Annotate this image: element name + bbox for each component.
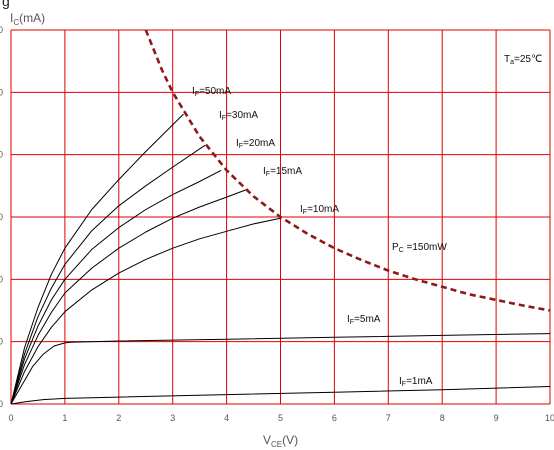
series-lines <box>10 113 551 405</box>
series-label: IF=10mA <box>300 204 339 216</box>
series-line <box>10 144 206 405</box>
y-tick-label: 10 <box>0 337 3 347</box>
series-line <box>10 386 551 405</box>
y-tick-labels: 0 10 20 30 40 50 60 <box>0 25 3 409</box>
ambient-temp-label: Ta=25℃ <box>504 54 542 66</box>
series-line <box>10 217 281 405</box>
x-tick-label: 5 <box>278 413 283 423</box>
chart-title-fragment: g <box>2 0 10 9</box>
limit-line <box>144 29 551 312</box>
x-tick-label: 2 <box>116 413 121 423</box>
x-tick-label: 3 <box>170 413 175 423</box>
x-tick-label: 1 <box>62 413 67 423</box>
x-tick-label: 4 <box>224 413 229 423</box>
power-limit-curve <box>144 29 551 312</box>
series-line <box>10 188 249 405</box>
series-label: IF=5mA <box>347 314 381 326</box>
power-limit-label: PC =150mW <box>392 242 447 254</box>
series-labels: IF=50mA IF=30mA IF=20mA IF=15mA IF=10mA IF=5m… <box>192 86 447 388</box>
series-label: IF=30mA <box>219 110 258 122</box>
x-tick-label: 10 <box>545 413 554 423</box>
x-tick-label: 9 <box>494 413 499 423</box>
y-tick-label: 30 <box>0 212 3 222</box>
series-label: IF=20mA <box>236 138 275 150</box>
series-line <box>10 113 184 405</box>
y-tick-label: 20 <box>0 274 3 284</box>
x-tick-label: 6 <box>332 413 337 423</box>
y-axis-title: IC(mA) <box>10 11 45 27</box>
y-tick-label: 50 <box>0 87 3 97</box>
series-label: IF=1mA <box>399 376 433 388</box>
grid <box>10 29 551 405</box>
x-tick-label: 8 <box>440 413 445 423</box>
y-tick-label: 60 <box>0 25 3 35</box>
y-tick-label: 0 <box>0 399 3 409</box>
series-line <box>10 169 222 405</box>
series-label: IF=50mA <box>192 86 231 98</box>
series-label: IF=15mA <box>263 166 302 178</box>
x-tick-labels: 0 1 2 3 4 5 6 7 8 9 10 <box>8 413 554 423</box>
x-tick-label: 0 <box>8 413 13 423</box>
series-line <box>10 333 551 405</box>
x-axis-title: VCE(V) <box>263 433 298 449</box>
y-tick-label: 40 <box>0 150 3 160</box>
x-tick-label: 7 <box>386 413 391 423</box>
